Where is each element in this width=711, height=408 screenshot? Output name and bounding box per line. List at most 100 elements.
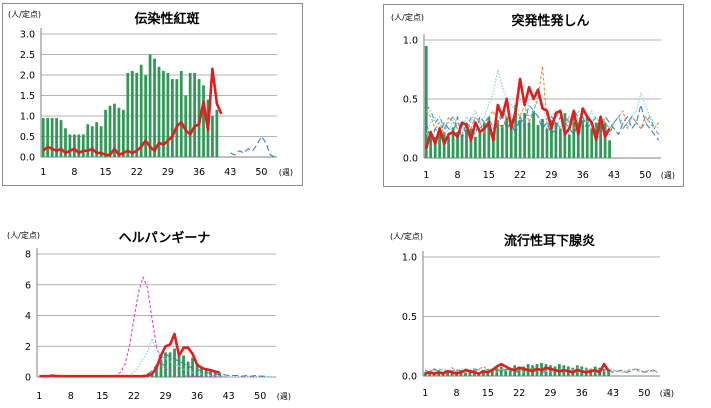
- y-unit-label: (人/定点): [7, 230, 40, 240]
- bar: [144, 75, 148, 157]
- bar: [423, 372, 427, 376]
- bar: [599, 116, 603, 158]
- bar: [491, 132, 495, 158]
- x-unit-label: (週): [661, 171, 675, 180]
- bar: [541, 119, 544, 158]
- bar: [77, 134, 81, 157]
- bar: [468, 371, 472, 376]
- bar: [559, 128, 562, 158]
- bar: [581, 120, 585, 158]
- bar: [99, 126, 103, 157]
- bar: [50, 118, 54, 157]
- bar: [186, 361, 190, 377]
- x-tick-label: 36: [577, 170, 589, 181]
- y-tick-label: 2.5: [20, 50, 35, 61]
- bar: [424, 45, 428, 158]
- bar: [159, 359, 163, 377]
- y-tick-label: 0.5: [402, 312, 417, 323]
- bar: [446, 371, 449, 376]
- bar: [433, 136, 437, 158]
- bar: [164, 352, 167, 377]
- bar: [460, 134, 464, 158]
- y-tick-label: 3.0: [20, 30, 35, 41]
- bar: [166, 72, 170, 157]
- x-tick-label: 50: [255, 167, 267, 178]
- bar: [545, 128, 549, 158]
- bar: [500, 124, 504, 158]
- bar: [608, 140, 611, 158]
- bar: [153, 58, 156, 157]
- bar: [572, 116, 576, 158]
- series-line-current: [42, 67, 223, 157]
- y-tick-label: 1.0: [402, 253, 417, 264]
- x-tick-label: 43: [608, 170, 620, 181]
- bar: [121, 109, 125, 157]
- bar: [504, 368, 508, 376]
- chart-title: 突発性発しん: [511, 13, 589, 29]
- bar: [509, 122, 513, 158]
- y-tick-label: 4: [25, 311, 31, 322]
- bar: [139, 64, 143, 157]
- bar: [90, 126, 94, 157]
- bar: [474, 136, 477, 158]
- y-tick-label: 1.0: [20, 112, 35, 123]
- bar: [215, 109, 219, 157]
- chart-erythema-infectiosum: 伝染性紅斑 (人/定点) 0.0 0.5 1.0 1.5 2.0 2.5 3.0 1 8 15 22 29…: [8, 9, 293, 178]
- x-unit-label: (週): [277, 392, 291, 401]
- series-line-prev3: [425, 368, 658, 373]
- x-tick-label: 8: [68, 391, 74, 402]
- bar: [193, 72, 197, 157]
- bar: [464, 372, 467, 376]
- x-tick-label: 43: [223, 391, 235, 402]
- series-line-prev4: [425, 104, 660, 135]
- y-unit-label: (人/定点): [391, 12, 424, 22]
- x-tick-label: 22: [131, 167, 143, 178]
- x-tick-label: 29: [544, 388, 556, 399]
- bar: [585, 116, 589, 158]
- x-tick-label: 15: [483, 170, 495, 181]
- x-tick-label: 1: [40, 167, 46, 178]
- bar: [108, 105, 112, 157]
- y-tick-label: 0.5: [20, 132, 35, 143]
- y-tick-label: 8: [25, 250, 31, 261]
- x-tick-label: 15: [96, 391, 108, 402]
- bar: [157, 66, 161, 157]
- bar: [200, 366, 203, 377]
- bar: [175, 79, 179, 157]
- y-tick-label: 1.5: [20, 91, 35, 102]
- bar: [113, 103, 116, 157]
- bar: [130, 70, 134, 157]
- bar: [162, 70, 165, 157]
- x-unit-label: (週): [660, 389, 674, 398]
- y-tick-label: 1.0: [403, 36, 418, 47]
- bar: [450, 372, 454, 376]
- x-tick-label: 22: [514, 170, 526, 181]
- bar: [126, 72, 130, 157]
- x-tick-label: 1: [423, 170, 429, 181]
- bar: [536, 124, 540, 158]
- bar: [155, 367, 158, 377]
- bar: [46, 118, 50, 157]
- bar: [523, 113, 526, 158]
- bar: [518, 120, 522, 158]
- bar: [590, 128, 594, 158]
- bar: [532, 110, 535, 158]
- bar: [64, 128, 67, 157]
- bar: [211, 116, 214, 157]
- x-tick-label: 22: [513, 388, 525, 399]
- x-tick-label: 36: [576, 388, 588, 399]
- x-tick-label: 8: [71, 167, 77, 178]
- x-tick-label: 50: [638, 388, 650, 399]
- x-tick-label: 36: [193, 167, 205, 178]
- bar: [59, 120, 63, 157]
- bar: [188, 72, 192, 157]
- chart-panel-mumps: 流行性耳下腺炎 (人/定点) 0.0 0.5 1.0 1 8 15 22 29 36 43 50 (週): [383, 224, 684, 408]
- bar: [567, 134, 571, 158]
- x-tick-label: 36: [191, 391, 203, 402]
- y-tick-label: 6: [25, 280, 31, 291]
- bar: [496, 120, 500, 158]
- bar: [549, 365, 552, 376]
- series-line-prev2: [425, 65, 660, 135]
- bar: [104, 109, 107, 157]
- x-tick-label: 8: [454, 388, 460, 399]
